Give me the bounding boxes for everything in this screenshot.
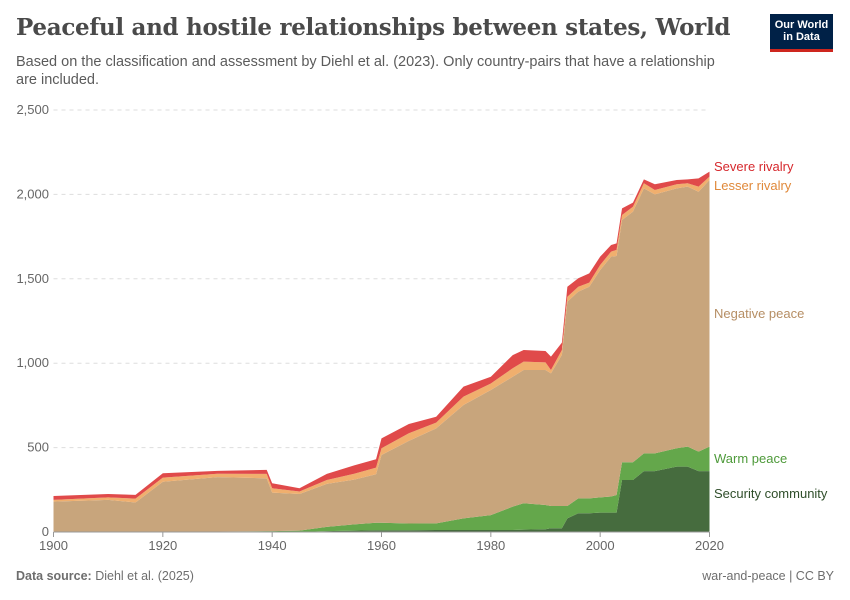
logo-line-1: Our World xyxy=(774,19,829,31)
owid-logo[interactable]: Our World in Data xyxy=(770,14,833,52)
y-tick-label: 1,500 xyxy=(16,271,49,286)
chart-title: Peaceful and hostile relationships betwe… xyxy=(16,14,731,41)
x-tick-label: 1920 xyxy=(148,538,177,553)
x-tick-label: 2000 xyxy=(586,538,615,553)
source-text[interactable]: Diehl et al. (2025) xyxy=(95,569,194,583)
y-tick-label: 2,000 xyxy=(16,186,49,201)
x-tick-label: 2020 xyxy=(695,538,724,553)
y-tick-label: 0 xyxy=(42,524,49,539)
x-tick-label: 1900 xyxy=(39,538,68,553)
x-tick-label: 1940 xyxy=(258,538,287,553)
logo-line-2: in Data xyxy=(783,31,820,43)
license[interactable]: war-and-peace | CC BY xyxy=(702,569,834,583)
area-security-community xyxy=(53,466,710,532)
area-warm-peace xyxy=(53,446,710,532)
area-negative-peace xyxy=(53,180,710,532)
data-source: Data source: Diehl et al. (2025) xyxy=(16,569,194,583)
series-label-severe-rivalry: Severe rivalry xyxy=(714,159,794,174)
y-tick-label: 2,500 xyxy=(16,102,49,117)
y-tick-label: 1,000 xyxy=(16,355,49,370)
series-label-warm-peace: Warm peace xyxy=(714,451,787,466)
series-label-negative-peace: Negative peace xyxy=(714,306,804,321)
y-tick-label: 500 xyxy=(27,440,49,455)
source-label: Data source: xyxy=(16,569,92,583)
series-label-lesser-rivalry: Lesser rivalry xyxy=(714,178,792,193)
series-label-security-community: Security community xyxy=(714,486,828,501)
chart-subtitle: Based on the classification and assessme… xyxy=(16,54,715,88)
x-tick-label: 1960 xyxy=(367,538,396,553)
x-tick-label: 1980 xyxy=(476,538,505,553)
